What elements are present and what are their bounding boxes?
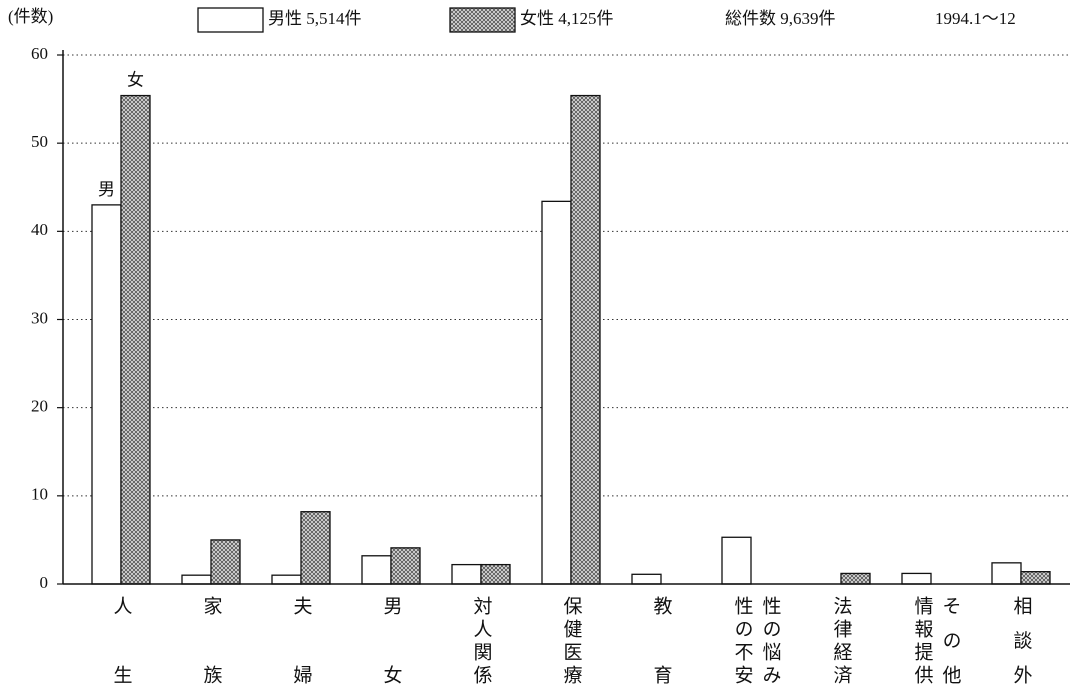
y-axis-label: (件数) (8, 7, 53, 26)
x-tick-label: 男女 (381, 596, 403, 684)
x-tick-label: 性の不安 (732, 596, 754, 684)
x-tick-label: 保健医療 (561, 596, 583, 684)
y-tick-label: 0 (40, 573, 49, 592)
legend-swatch (449, 7, 516, 33)
legend-label: 女性 4,125件 (520, 9, 614, 28)
bar (210, 539, 241, 585)
bar (120, 94, 151, 585)
x-tick-label: 対人関係 (471, 596, 493, 684)
x-tick-label: 相談外 (1011, 596, 1033, 684)
x-tick-label: 情報提供 (912, 596, 934, 684)
y-tick-label: 40 (31, 220, 48, 239)
y-tick-label: 50 (31, 132, 48, 151)
x-tick-label: 教育 (651, 596, 673, 685)
y-tick-label: 20 (31, 397, 48, 416)
bar (991, 562, 1022, 585)
y-tick-label: 10 (31, 485, 48, 504)
bar (570, 94, 601, 585)
bar (451, 563, 482, 585)
bar (480, 563, 511, 585)
bar (300, 511, 331, 585)
bar (390, 547, 421, 585)
legend-label: 男性 5,514件 (268, 9, 362, 28)
x-tick-label: 人生 (111, 596, 133, 684)
bar (721, 536, 752, 585)
legend-swatch (197, 7, 264, 33)
bar (181, 574, 212, 585)
legend-note: 1994.1〜12 (935, 9, 1016, 28)
x-tick-label: その他 (940, 596, 962, 684)
legend-note: 総件数 9,639件 (725, 9, 836, 28)
y-tick-label: 60 (31, 44, 48, 63)
bar (271, 574, 302, 585)
bar (1020, 571, 1051, 585)
bar (541, 200, 572, 585)
x-tick-label: 夫婦 (291, 596, 313, 684)
bar (901, 572, 932, 585)
y-tick-label: 30 (31, 308, 48, 327)
x-tick-label: 法律経済 (831, 596, 853, 684)
bar-annotation: 男 (98, 180, 115, 199)
bar (91, 204, 122, 585)
bar-annotation: 女 (127, 70, 144, 89)
bar (840, 572, 871, 585)
bar (631, 573, 662, 585)
x-tick-label: 家族 (201, 596, 223, 684)
bar (361, 555, 392, 585)
x-tick-label: 性の悩み (760, 596, 782, 684)
